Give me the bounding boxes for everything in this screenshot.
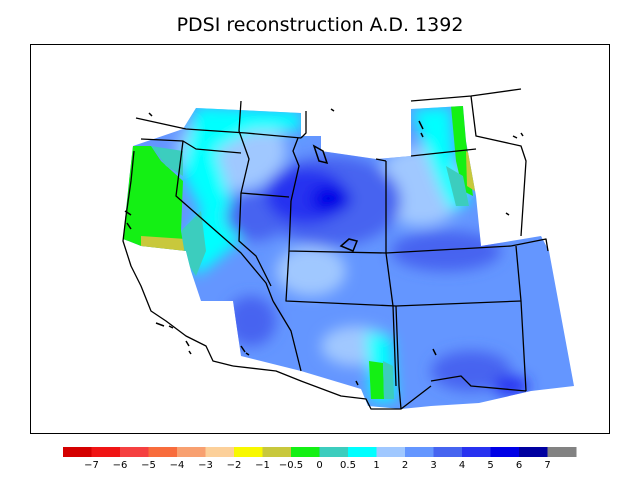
colorbar-swatch — [120, 447, 149, 457]
colorbar-swatch — [63, 447, 92, 457]
colorbar-swatch — [348, 447, 377, 457]
colorbar-swatch — [376, 447, 406, 457]
colorbar-tick-label: 3 — [430, 460, 436, 471]
colorbar-tick-label: 5 — [487, 460, 493, 471]
map-title: PDSI reconstruction A.D. 1392 — [176, 14, 464, 36]
colorbar-tick-label: 1 — [373, 460, 379, 471]
colorbar-swatch — [91, 447, 121, 457]
colorbar-labels: −7 −6 −5 −4 −3 −2 −1 −0.5 0 0.5 1 2 3 4 5 6 7 — [84, 460, 551, 471]
colorbar-swatch — [433, 447, 463, 457]
pdsi-map — [122, 88, 574, 410]
colorbar-tick-label: −1 — [255, 460, 270, 471]
colorbar-tick-label: 4 — [459, 460, 465, 471]
colorbar-tick-label: −6 — [113, 460, 128, 471]
colorbar-swatch — [405, 447, 434, 457]
colorbar-tick-label: −5 — [141, 460, 156, 471]
colorbar-swatch — [148, 447, 178, 457]
colorbar-tick-label: 0.5 — [340, 460, 356, 471]
colorbar-swatch — [177, 447, 206, 457]
colorbar-swatch — [205, 447, 235, 457]
colorbar-tick-label: −2 — [227, 460, 242, 471]
colorbar-tick-label: −0.5 — [279, 460, 303, 471]
map-frame — [30, 44, 610, 434]
colorbar-tick-label: 0 — [316, 460, 322, 471]
colorbar-tick-label: −7 — [84, 460, 99, 471]
lakes — [124, 108, 524, 386]
colorbar-swatch — [547, 447, 577, 457]
colorbar-tick-label: 7 — [544, 460, 550, 471]
colorbar-swatch — [519, 447, 548, 457]
colorbar-swatch — [319, 447, 349, 457]
colorbar-swatch — [262, 447, 292, 457]
colorbar-tick-label: −4 — [170, 460, 185, 471]
colorbar-swatch — [462, 447, 491, 457]
colorbar-swatch — [490, 447, 520, 457]
colorbar-swatches — [63, 447, 577, 457]
colorbar-swatch — [234, 447, 263, 457]
colorbar-tick-label: 6 — [516, 460, 522, 471]
state-boundaries — [122, 88, 549, 410]
colorbar-tick-label: 2 — [402, 460, 408, 471]
colorbar-swatch — [291, 447, 320, 457]
colorbar-tick-label: −3 — [198, 460, 213, 471]
